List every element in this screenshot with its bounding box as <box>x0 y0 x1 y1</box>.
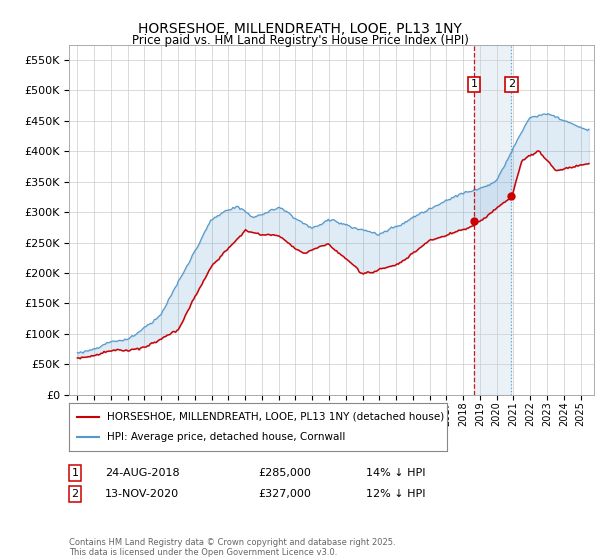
Text: 2: 2 <box>508 80 515 90</box>
Text: 14% ↓ HPI: 14% ↓ HPI <box>366 468 425 478</box>
Text: HPI: Average price, detached house, Cornwall: HPI: Average price, detached house, Corn… <box>107 432 345 442</box>
Text: HORSESHOE, MILLENDREATH, LOOE, PL13 1NY (detached house): HORSESHOE, MILLENDREATH, LOOE, PL13 1NY … <box>107 412 444 422</box>
Bar <box>474 45 511 395</box>
Text: 12% ↓ HPI: 12% ↓ HPI <box>366 489 425 499</box>
Text: £327,000: £327,000 <box>258 489 311 499</box>
Text: £285,000: £285,000 <box>258 468 311 478</box>
Text: HORSESHOE, MILLENDREATH, LOOE, PL13 1NY: HORSESHOE, MILLENDREATH, LOOE, PL13 1NY <box>138 22 462 36</box>
Text: 13-NOV-2020: 13-NOV-2020 <box>105 489 179 499</box>
Text: 2: 2 <box>71 489 79 499</box>
Text: 24-AUG-2018: 24-AUG-2018 <box>105 468 179 478</box>
Text: Price paid vs. HM Land Registry's House Price Index (HPI): Price paid vs. HM Land Registry's House … <box>131 34 469 46</box>
Text: Contains HM Land Registry data © Crown copyright and database right 2025.
This d: Contains HM Land Registry data © Crown c… <box>69 538 395 557</box>
Text: 1: 1 <box>71 468 79 478</box>
Text: 1: 1 <box>470 80 478 90</box>
